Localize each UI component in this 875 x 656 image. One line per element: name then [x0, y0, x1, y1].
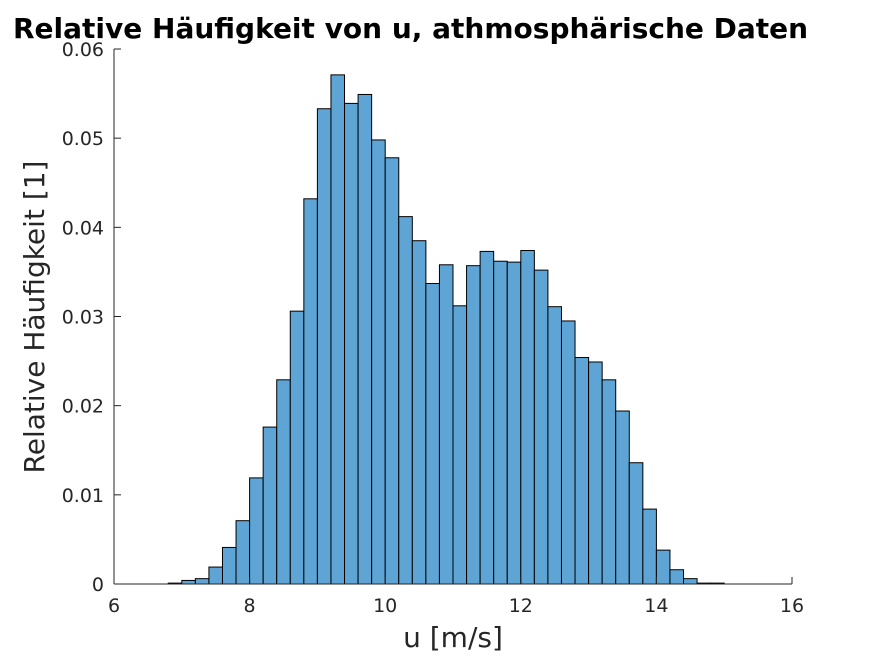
y-axis-label: Relative Häufigkeit [1]	[18, 161, 51, 474]
histogram-bar	[574, 357, 590, 585]
histogram-bar	[520, 250, 535, 585]
histogram-bar	[398, 216, 413, 585]
histogram-bar	[683, 578, 698, 585]
y-axis-ticks: 0 0.01 0.02 0.03 0.04 0.05 0.06	[62, 39, 121, 596]
histogram-bar	[628, 462, 644, 585]
y-tick-label: 0.03	[62, 307, 104, 329]
histogram-bar	[466, 265, 481, 585]
x-tick-label: 8	[244, 595, 256, 617]
histogram-bar	[655, 549, 671, 585]
y-tick-label: 0.02	[62, 396, 104, 418]
histogram-bar	[425, 283, 440, 585]
histogram-bar	[601, 379, 617, 585]
histogram-bar	[194, 578, 210, 585]
x-tick-label: 12	[509, 595, 533, 617]
histogram-bar	[235, 520, 251, 585]
histogram-bar	[479, 250, 495, 585]
histogram-bar	[276, 379, 291, 585]
histogram-bar	[642, 508, 657, 585]
x-tick-label: 10	[373, 595, 397, 617]
histogram-bar	[452, 305, 468, 585]
histogram-bar	[262, 426, 278, 585]
x-tick-label: 16	[780, 595, 804, 617]
chart-title: Relative Häufigkeit von u, athmosphärisc…	[13, 12, 808, 45]
histogram-bar	[438, 264, 454, 585]
x-axis-ticks: 6 8 10 12 14 16	[108, 577, 804, 617]
y-tick-label: 0.06	[62, 39, 104, 61]
x-tick-label: 6	[108, 595, 120, 617]
histogram-bar	[330, 74, 346, 585]
histogram-bar	[493, 260, 508, 585]
x-axis-label: u [m/s]	[403, 621, 503, 654]
y-tick-label: 0.01	[62, 485, 104, 507]
histogram-bar	[357, 93, 373, 585]
histogram-bar	[384, 157, 400, 585]
histogram-bar	[344, 102, 359, 585]
histogram-bar	[615, 410, 630, 585]
histogram-bar	[371, 139, 386, 585]
y-tick-label: 0.05	[62, 128, 104, 150]
histogram-bar	[588, 361, 603, 585]
histogram-bar	[249, 477, 264, 585]
histogram-bar	[208, 566, 223, 585]
histogram-bar	[316, 108, 332, 585]
histogram-bar	[221, 546, 237, 585]
histogram-bar	[547, 306, 562, 585]
y-tick-label: 0	[92, 574, 104, 596]
histogram-bars	[167, 74, 725, 585]
histogram-bar	[533, 269, 549, 585]
x-tick-label: 14	[644, 595, 668, 617]
histogram-bar	[506, 261, 522, 585]
histogram-bar	[669, 569, 685, 585]
histogram-bar	[411, 240, 427, 585]
histogram-bar	[181, 579, 196, 585]
histogram-bar	[289, 310, 305, 585]
histogram-bar	[560, 320, 576, 585]
y-tick-label: 0.04	[62, 217, 104, 239]
histogram-bar	[303, 198, 318, 585]
